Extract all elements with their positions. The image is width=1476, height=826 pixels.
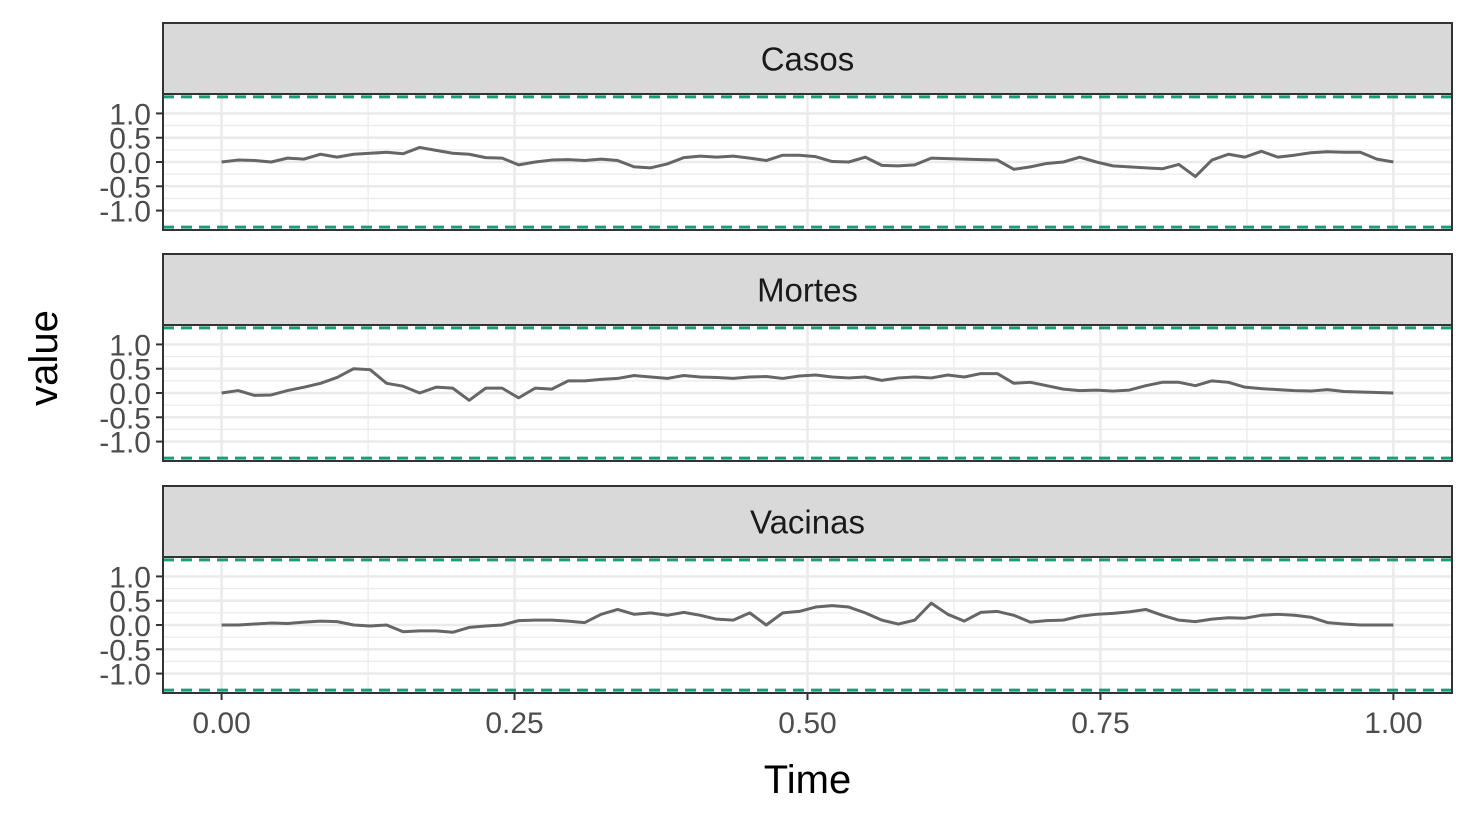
- series-line-casos: [221, 145, 1394, 179]
- y-tick-label: -1.0: [99, 427, 151, 460]
- y-tick-label: 0.5: [109, 354, 151, 387]
- x-tick-label: 0.00: [192, 707, 250, 740]
- facet-strip-mortes: [162, 253, 1453, 326]
- facet-label-vacinas: Vacinas: [750, 504, 865, 541]
- y-tick-label: -1.0: [99, 659, 151, 692]
- facet-strip-casos: [162, 22, 1453, 95]
- y-tick-label: 1.0: [109, 329, 151, 362]
- y-tick-label: -0.5: [99, 171, 151, 204]
- y-tick-label: 0.5: [109, 123, 151, 156]
- facet-label-mortes: Mortes: [757, 272, 858, 309]
- series-line-vacinas: [221, 601, 1394, 634]
- x-tick-label: 1.00: [1364, 707, 1422, 740]
- y-tick-label: 1.0: [109, 561, 151, 594]
- x-axis-title: Time: [764, 758, 851, 802]
- facet-label-casos: Casos: [761, 41, 855, 78]
- y-tick-label: -0.5: [99, 634, 151, 667]
- y-tick-label: 1.0: [109, 98, 151, 131]
- y-tick-label: -1.0: [99, 196, 151, 229]
- x-tick-label: 0.50: [778, 707, 836, 740]
- x-tick-label: 0.75: [1071, 707, 1129, 740]
- facet-strip-vacinas: [162, 485, 1453, 558]
- y-tick-label: 0.0: [109, 147, 151, 180]
- x-tick-label: 0.25: [485, 707, 543, 740]
- y-tick-label: -0.5: [99, 402, 151, 435]
- y-tick-label: 0.0: [109, 378, 151, 411]
- y-axis-title: value: [22, 310, 66, 406]
- y-tick-label: 0.0: [109, 610, 151, 643]
- series-line-mortes: [221, 367, 1394, 402]
- y-tick-label: 0.5: [109, 586, 151, 619]
